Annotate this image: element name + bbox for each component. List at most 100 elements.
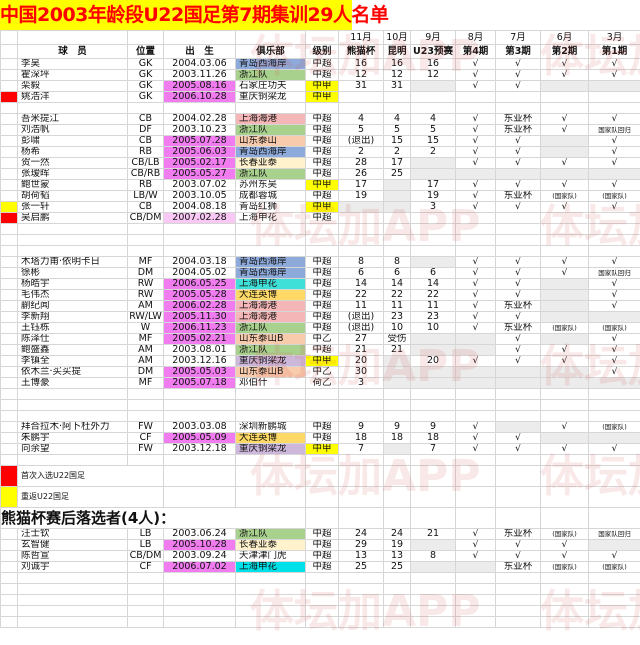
header-position: 位置 xyxy=(127,44,164,59)
header-blank xyxy=(17,30,128,45)
empty-cell xyxy=(235,410,306,422)
player-position: CB/RB xyxy=(127,168,164,180)
player-level: 中超 xyxy=(305,146,339,158)
camp-record: √ xyxy=(495,333,541,345)
player-club: 深圳新鹏城 xyxy=(235,421,306,433)
camp-record: √ xyxy=(495,443,541,455)
player-position: AM xyxy=(127,355,164,367)
empty-cell xyxy=(338,507,384,529)
camp-record: 11 xyxy=(383,300,411,312)
player-name: 向余望 xyxy=(17,443,128,455)
camp-record xyxy=(540,91,589,103)
empty-cell xyxy=(588,454,640,466)
camp-record: 6 xyxy=(410,267,456,279)
header-event: 熊猫杯 xyxy=(338,44,384,59)
player-name: 张一轩 xyxy=(17,201,128,213)
empty-cell xyxy=(455,507,496,529)
camp-record: √ xyxy=(495,157,541,169)
camp-record xyxy=(540,80,589,92)
empty-cell xyxy=(127,245,164,257)
empty-cell xyxy=(455,465,496,487)
status-marker xyxy=(0,256,18,268)
camp-record: 15 xyxy=(383,135,411,147)
empty-cell xyxy=(410,388,456,400)
status-marker xyxy=(0,300,18,312)
player-row: 杨希 RB 2005.06.03 青岛西海岸 中超 2 2 2 √ √ √ xyxy=(0,146,640,158)
player-birth: 2007.02.28 xyxy=(163,212,236,224)
empty-cell xyxy=(588,507,640,529)
player-birth: 2003.10.23 xyxy=(163,124,236,136)
player-level: 中超 xyxy=(305,311,339,323)
player-birth: 2006.05.25 xyxy=(163,278,236,290)
camp-record: 21 xyxy=(410,528,456,540)
empty-cell xyxy=(588,223,640,235)
player-club: 青岛西海岸 xyxy=(235,146,306,158)
camp-record: √ xyxy=(540,256,589,268)
camp-record: (国家队) xyxy=(540,561,589,573)
empty-cell xyxy=(588,583,640,595)
player-name: 李镇全 xyxy=(17,355,128,367)
camp-record: √ xyxy=(540,124,589,136)
player-level: 中超 xyxy=(305,300,339,312)
player-club: 上海海港 xyxy=(235,113,306,125)
camp-record: 国家队回归 xyxy=(588,267,640,279)
player-row: 鲍世蒙 RB 2003.07.02 苏州东吴 中甲 17 17 √ √ √ √ xyxy=(0,179,640,191)
empty-row xyxy=(0,616,640,628)
empty-cell xyxy=(163,410,236,422)
status-marker xyxy=(0,528,18,540)
camp-record: (国家队) xyxy=(588,190,640,202)
camp-record: √ xyxy=(455,355,496,367)
camp-record: 10 xyxy=(410,322,456,334)
empty-cell xyxy=(17,245,128,257)
camp-record: √ xyxy=(455,443,496,455)
player-club: 上海海港 xyxy=(235,300,306,312)
player-position: LB xyxy=(127,528,164,540)
camp-record xyxy=(455,561,496,573)
player-name: 王钰栋 xyxy=(17,322,128,334)
empty-cell xyxy=(540,594,589,606)
status-marker xyxy=(0,190,18,202)
empty-cell xyxy=(127,399,164,411)
player-birth: 2004.03.18 xyxy=(163,256,236,268)
player-name: 玄智健 xyxy=(17,539,128,551)
player-club: 长春亚泰 xyxy=(235,539,306,551)
status-marker xyxy=(0,91,18,103)
empty-cell xyxy=(455,399,496,411)
camp-record: 3 xyxy=(338,377,384,389)
empty-cell xyxy=(0,399,18,411)
camp-record xyxy=(588,432,640,444)
empty-cell xyxy=(305,594,339,606)
camp-record xyxy=(588,91,640,103)
empty-cell xyxy=(338,486,384,508)
camp-record xyxy=(540,135,589,147)
camp-record: √ xyxy=(455,113,496,125)
camp-record: 31 xyxy=(338,80,384,92)
player-name: 木塔力甫·依明卡日 xyxy=(17,256,128,268)
player-row: 姚浩洋 GK 2006.10.28 重庆铜梁龙 中甲 xyxy=(0,91,640,103)
status-marker xyxy=(0,179,18,191)
empty-cell xyxy=(127,223,164,235)
player-birth: 2003.12.18 xyxy=(163,443,236,455)
player-row: 霍深坪 GK 2003.11.26 浙江队 中超 12 12 12 √ √ √ √ xyxy=(0,69,640,81)
empty-cell xyxy=(540,583,589,595)
camp-record: √ xyxy=(495,289,541,301)
camp-record: √ xyxy=(588,58,640,70)
camp-record: 21 xyxy=(338,344,384,356)
camp-record: √ xyxy=(540,355,589,367)
camp-record: √ xyxy=(455,289,496,301)
camp-record xyxy=(495,366,541,378)
empty-cell xyxy=(495,616,541,628)
header-name: 球 员 xyxy=(17,44,128,59)
player-birth: 2003.03.08 xyxy=(163,421,236,433)
status-marker xyxy=(0,278,18,290)
empty-cell xyxy=(127,616,164,628)
player-name: 王博豪 xyxy=(17,377,128,389)
status-marker xyxy=(0,201,18,213)
camp-record: √ xyxy=(455,157,496,169)
empty-cell xyxy=(127,583,164,595)
empty-cell xyxy=(163,594,236,606)
camp-record: √ xyxy=(495,344,541,356)
camp-record: √ xyxy=(540,179,589,191)
camp-record: √ xyxy=(455,80,496,92)
camp-record: √ xyxy=(455,539,496,551)
